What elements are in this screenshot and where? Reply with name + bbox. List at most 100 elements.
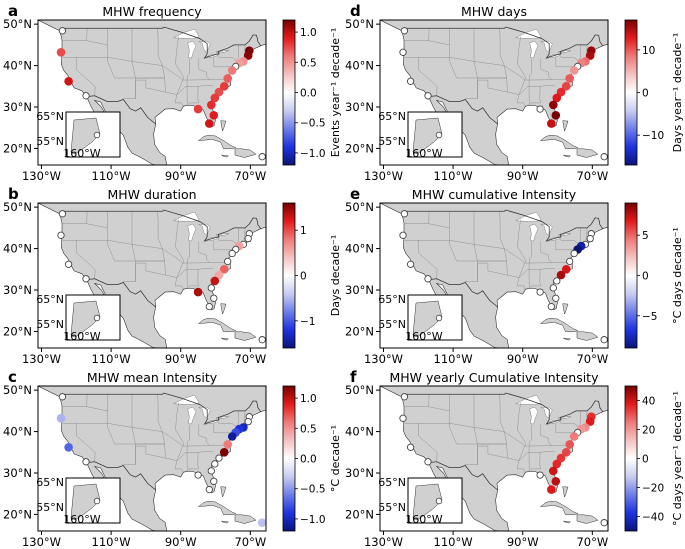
station-marker-insignificant [205, 485, 213, 494]
station-marker-insignificant [82, 458, 90, 466]
station-marker-insignificant [406, 443, 415, 451]
state-border [174, 219, 185, 290]
state-border [528, 241, 532, 289]
panel-title: MHW cumulative Intensity [412, 187, 577, 202]
inset-lat-label: 65°N [36, 293, 64, 306]
station-marker-trend [569, 432, 579, 441]
lon-tick-label: 110°W [92, 352, 131, 366]
colorbar-tick-label: −1.0 [300, 148, 326, 160]
state-border [530, 269, 541, 289]
station-marker-insignificant [205, 302, 213, 311]
lat-tick-label: 50°N [3, 200, 32, 214]
lon-tick-label: 90°W [507, 169, 539, 183]
lon-tick-label: 90°W [165, 535, 197, 549]
station-marker-trend [219, 82, 229, 91]
station-marker-trend [205, 119, 214, 128]
colorbar-label: Events year⁻¹ decade⁻¹ [329, 28, 342, 158]
caribbean-island [562, 154, 572, 158]
caribbean-island [234, 514, 257, 524]
station-marker-trend [56, 48, 66, 57]
colorbar-tick-label: −20 [642, 483, 664, 495]
great-lake [529, 223, 539, 242]
colorbar-tick-label: 1 [300, 225, 307, 237]
state-border [558, 227, 582, 245]
colorbar-tick-label: 0 [642, 454, 649, 466]
country-border [402, 392, 604, 425]
state-border [216, 44, 240, 62]
station-marker-insignificant [400, 210, 409, 218]
colorbar-tick-label: 5 [642, 230, 649, 242]
caribbean-island [197, 317, 237, 333]
panel-d: 65°N 55°N 160°W 50°N 40°N 30°N 20°N 130°W 110°W 9… [342, 0, 684, 183]
lat-tick-label: 50°N [3, 17, 32, 31]
caribbean-island [576, 331, 599, 341]
station-marker-insignificant [435, 314, 443, 322]
caribbean-island [576, 148, 599, 158]
state-border [558, 44, 582, 62]
caribbean-island [562, 486, 569, 498]
inset-lon-label: 160°W [405, 330, 442, 343]
panel-c: 65°N 55°N 160°W 50°N 40°N 30°N 20°N 130°W 110°W 9… [0, 366, 342, 549]
lat-tick-label: 40°N [345, 425, 374, 439]
station-marker-insignificant [566, 257, 574, 266]
state-border [76, 57, 96, 96]
lat-tick-label: 50°N [345, 200, 374, 214]
state-border [157, 394, 165, 445]
map-frame [379, 385, 609, 532]
panel-letter: a [8, 2, 18, 20]
colorbar [282, 19, 296, 166]
great-lake [216, 233, 229, 236]
caribbean-island [220, 486, 227, 498]
colorbar [624, 385, 638, 532]
station-marker-insignificant [424, 92, 432, 100]
station-marker-trend [64, 77, 73, 86]
state-border [216, 227, 240, 245]
inset-lat-label: 55°N [378, 501, 406, 514]
station-marker-insignificant [553, 277, 561, 285]
lon-tick-label: 130°W [364, 352, 403, 366]
lat-tick-label: 40°N [3, 242, 32, 256]
station-marker-trend [552, 459, 562, 469]
colorbar-tick-label: 20 [642, 425, 655, 437]
state-border [499, 211, 507, 262]
lon-tick-label: 130°W [22, 535, 61, 549]
station-marker-trend [223, 440, 232, 449]
panel-title: MHW duration [107, 187, 196, 202]
country-border [60, 392, 262, 425]
country-border [402, 209, 604, 242]
great-lake [558, 233, 571, 236]
station-marker-insignificant [547, 302, 555, 311]
station-marker-trend [209, 111, 219, 120]
state-border [216, 410, 240, 428]
map-frame [37, 202, 267, 349]
map-layer [38, 203, 266, 348]
colorbar-tick-label: −10 [642, 130, 664, 142]
state-border [418, 423, 438, 462]
state-border [135, 262, 166, 282]
caribbean-island [562, 337, 572, 341]
caribbean-island [539, 317, 579, 333]
station-marker-insignificant [194, 471, 202, 479]
colorbar-tick-label: −40 [642, 512, 664, 524]
colorbar-tick-label: −0.5 [300, 118, 326, 130]
station-marker-trend [223, 74, 232, 83]
inset-lat-label: 55°N [378, 135, 406, 148]
station-marker-insignificant [424, 458, 432, 466]
station-marker-insignificant [210, 294, 218, 302]
lon-tick-label: 90°W [507, 535, 539, 549]
map-frame [37, 385, 267, 532]
state-border [135, 79, 166, 99]
map-frame [37, 19, 267, 166]
inset-lon-label: 160°W [63, 513, 100, 526]
colorbar-tick-label: 40 [642, 396, 655, 408]
inset-lon-label: 160°W [405, 513, 442, 526]
colorbar-tick-label: 0 [300, 271, 307, 283]
state-border [540, 424, 552, 446]
station-marker-insignificant [406, 77, 415, 85]
lat-tick-label: 30°N [345, 466, 374, 480]
state-border [62, 240, 230, 264]
state-border [477, 445, 508, 465]
state-border [418, 57, 438, 96]
